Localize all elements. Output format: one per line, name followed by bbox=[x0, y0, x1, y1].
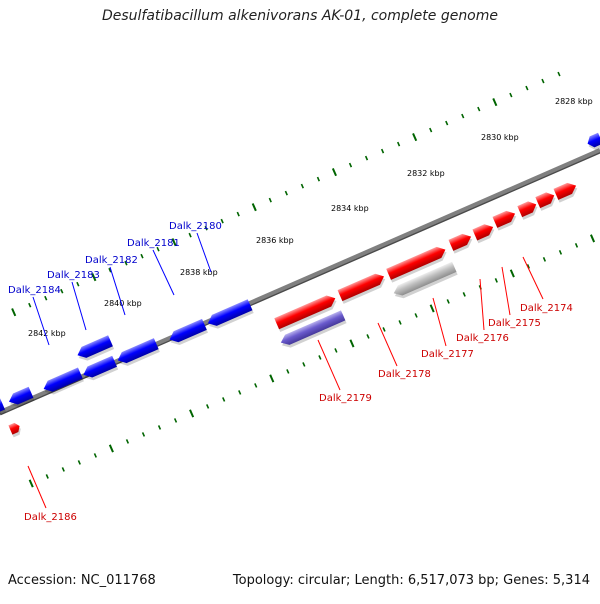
gene-label-reverse[interactable]: Dalk_2180 bbox=[169, 221, 222, 232]
scale-label: 2828 kbp bbox=[555, 97, 593, 106]
gene-label-reverse[interactable]: Dalk_2181 bbox=[127, 238, 180, 249]
inner-tick-ring bbox=[28, 234, 596, 488]
reverse-gene-arrow[interactable] bbox=[115, 338, 160, 369]
gene-label-forward[interactable]: Dalk_2178 bbox=[378, 369, 431, 380]
reverse-gene-arrow[interactable] bbox=[167, 318, 209, 348]
pseudogene-bar[interactable] bbox=[392, 261, 458, 301]
forward-gene-arrow[interactable] bbox=[517, 199, 539, 220]
gene-label-forward[interactable]: Dalk_2186 bbox=[24, 512, 77, 523]
forward-gene-arrow[interactable] bbox=[553, 180, 580, 203]
scale-labels: 2828 kbp 2830 kbp 2832 kbp 2834 kbp 2836 kbp… bbox=[28, 97, 593, 338]
gene-features bbox=[0, 132, 600, 438]
forward-gene-arrow[interactable] bbox=[472, 221, 496, 244]
map-title: Desulfatibacillum alkenivorans AK-01, co… bbox=[101, 8, 499, 24]
gene-label-forward[interactable]: Dalk_2177 bbox=[421, 349, 474, 360]
scale-label: 2840 kbp bbox=[104, 299, 142, 308]
rna-gene-bar[interactable] bbox=[279, 310, 347, 350]
forward-gene-arrow-2186[interactable] bbox=[8, 421, 22, 438]
gene-label-forward[interactable]: Dalk_2175 bbox=[488, 318, 541, 329]
reverse-gene-arrow[interactable] bbox=[206, 299, 254, 331]
scale-label: 2832 kbp bbox=[407, 169, 445, 178]
scale-label: 2834 kbp bbox=[331, 204, 369, 213]
gene-label-reverse[interactable]: Dalk_2182 bbox=[85, 255, 138, 266]
reverse-gene-arrow[interactable] bbox=[41, 367, 84, 397]
reverse-gene-arrow[interactable] bbox=[75, 335, 115, 363]
scale-label: 2830 kbp bbox=[481, 133, 519, 142]
genome-summary-text: Topology: circular; Length: 6,517,073 bp… bbox=[232, 573, 590, 588]
accession-text: Accession: NC_011768 bbox=[8, 573, 156, 588]
forward-gene-arrow[interactable] bbox=[274, 293, 339, 333]
gene-label-reverse[interactable]: Dalk_2183 bbox=[47, 270, 100, 281]
forward-gene-arrow[interactable] bbox=[492, 208, 519, 231]
scale-label: 2836 kbp bbox=[256, 236, 294, 245]
scale-label: 2842 kbp bbox=[28, 329, 66, 338]
reverse-gene-arrow[interactable] bbox=[81, 355, 119, 383]
forward-gene-arrow[interactable] bbox=[337, 271, 388, 304]
scale-label: 2838 kbp bbox=[180, 268, 218, 277]
gene-label-forward[interactable]: Dalk_2176 bbox=[456, 333, 509, 344]
forward-gene-arrow[interactable] bbox=[535, 190, 557, 211]
tick-marks bbox=[11, 71, 596, 488]
reverse-gene-arrow[interactable] bbox=[0, 398, 7, 417]
gene-label-forward[interactable]: Dalk_2174 bbox=[520, 303, 573, 314]
gene-labels: Dalk_2180 Dalk_2181 Dalk_2182 Dalk_2183 Dalk… bbox=[8, 221, 573, 523]
gene-label-forward[interactable]: Dalk_2179 bbox=[319, 393, 372, 404]
reverse-gene-arrow[interactable] bbox=[7, 386, 35, 410]
forward-gene-arrow[interactable] bbox=[386, 244, 449, 283]
forward-gene-arrow[interactable] bbox=[448, 231, 475, 254]
outer-tick-ring bbox=[11, 71, 561, 317]
reverse-gene-arrow[interactable] bbox=[585, 132, 600, 152]
gene-label-reverse[interactable]: Dalk_2184 bbox=[8, 285, 61, 296]
